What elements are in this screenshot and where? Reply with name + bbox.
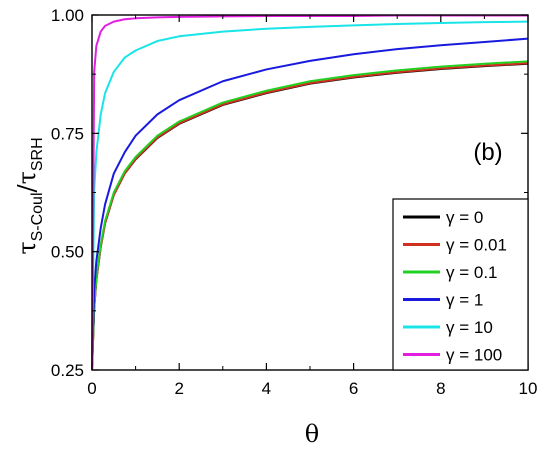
y-axis-title-den: τ (13, 171, 41, 184)
panel-label: (b) (473, 139, 502, 166)
y-tick-label-0: 0.25 (51, 361, 84, 380)
y-axis-title-base: τ (13, 241, 41, 254)
legend-box (392, 198, 529, 371)
legend-label-5: γ = 100 (446, 346, 502, 365)
y-tick-label-3: 1.00 (51, 6, 84, 25)
y-axis-title-num-sub: S-Coul (29, 192, 46, 241)
legend: γ = 0 γ = 0.01 γ = 0.1 γ = 1 γ = 10 γ = 100 (392, 198, 529, 371)
series-line-4 (91, 20, 529, 371)
series-layer (91, 14, 529, 371)
y-tick-label-1: 0.50 (51, 243, 84, 262)
x-axis-title: θ (305, 420, 319, 448)
series-line-3 (91, 37, 529, 371)
x-tick-label-2: 4 (262, 379, 271, 398)
legend-label-1: γ = 0.01 (446, 236, 507, 255)
x-tick-label-4: 8 (436, 379, 445, 398)
x-tick-label-5: 10 (519, 379, 538, 398)
legend-label-0: γ = 0 (446, 208, 483, 227)
y-axis-title-den-sub: SRH (29, 137, 46, 171)
legend-label-4: γ = 10 (446, 318, 493, 337)
ticklabel-layer: 0 2 4 6 8 10 0.25 0.50 0.75 1.00 (51, 6, 538, 398)
y-tick-label-2: 0.75 (51, 124, 84, 143)
y-axis-title-slash: / (13, 183, 41, 192)
y-axis-title: τS-Coul/τSRH (13, 137, 46, 254)
x-tick-label-1: 2 (174, 379, 183, 398)
x-tick-label-3: 6 (349, 379, 358, 398)
legend-label-3: γ = 1 (446, 291, 483, 310)
legend-label-2: γ = 0.1 (446, 263, 498, 282)
series-line-2 (91, 60, 529, 371)
x-tick-label-0: 0 (87, 379, 96, 398)
legend-items: γ = 0 γ = 0.01 γ = 0.1 γ = 1 γ = 10 γ = 100 (403, 208, 507, 365)
svg-text:τS-Coul/τSRH: τS-Coul/τSRH (13, 137, 46, 254)
